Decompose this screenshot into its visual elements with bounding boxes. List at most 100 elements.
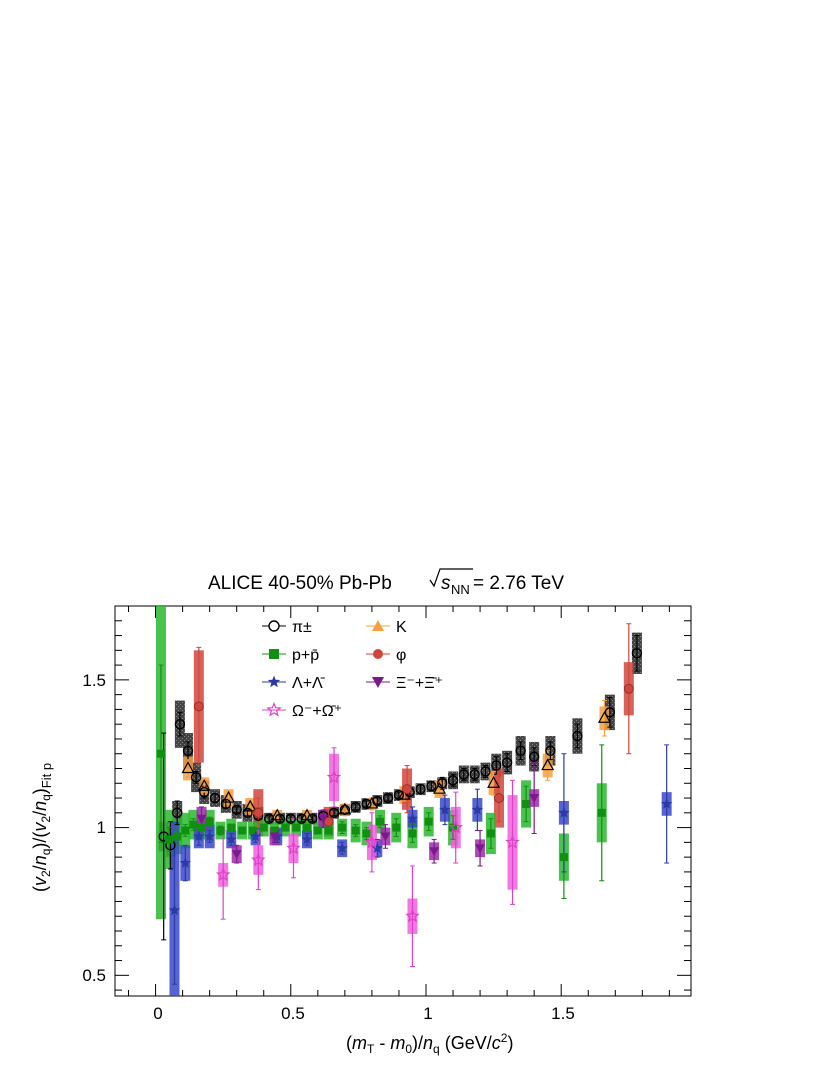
legend-label-phi: φ [396, 647, 406, 664]
marker-pi-26 [415, 783, 426, 795]
marker-k-9 [432, 781, 447, 794]
marker-p-26 [486, 829, 495, 838]
marker-p-29 [597, 808, 606, 817]
chart-title: ALICE 40-50% Pb-Pb [208, 573, 392, 594]
marker-k-2 [222, 790, 236, 803]
title-suffix: = 2.76 TeV [473, 573, 564, 594]
marker-pi-6 [199, 786, 210, 798]
marker-xi-7 [529, 794, 540, 804]
marker-pi-4 [182, 745, 194, 756]
marker-pi-3 [174, 718, 186, 730]
marker-p-17 [324, 826, 333, 835]
marker-lambda-8 [336, 842, 348, 854]
marker-k-6 [338, 802, 352, 815]
legend-entry-xi: Ξ⁻+Ξ̄⁺ [366, 675, 443, 692]
marker-p-6 [205, 817, 214, 826]
marker-k-10 [487, 776, 501, 788]
legend-entry-lambda: Λ+Λ̄ [262, 675, 326, 692]
marker-pi-30 [458, 769, 470, 780]
marker-pi-20 [350, 801, 361, 813]
marker-p-4 [189, 820, 198, 829]
marker-p-1 [165, 835, 174, 844]
legend-label-p: p+p̄ [292, 647, 319, 664]
x-tick-label-0: 0 [153, 1004, 162, 1023]
marker-pi-33 [491, 760, 502, 771]
y-tick-label-2: 1.5 [82, 671, 106, 690]
marker-p-9 [238, 826, 247, 835]
marker-k-3 [243, 799, 257, 812]
marker-p-7 [216, 826, 225, 835]
marker-p-10 [248, 826, 257, 835]
marker-pi-36 [528, 751, 540, 762]
marker-p-11 [259, 823, 268, 832]
marker-pi-16 [307, 813, 318, 824]
marker-pi-7 [209, 792, 221, 804]
marker-lambda-5 [249, 830, 262, 842]
marker-omega-2 [286, 840, 301, 855]
x-tick-label-2: 1 [423, 1004, 432, 1023]
marker-pi-18 [328, 807, 340, 819]
marker-lambda-0 [168, 904, 181, 916]
legend-label-k: K [396, 619, 407, 636]
marker-p-21 [376, 817, 385, 826]
marker-pi-32 [480, 766, 491, 777]
marker-pi-12 [263, 813, 275, 824]
marker-xi-3 [318, 814, 329, 824]
legend-label-omega: Ω⁻+Ω̄⁺ [292, 703, 342, 720]
legend-entry-k: K [366, 619, 407, 636]
marker-pi-35 [515, 745, 526, 756]
marker-p-0 [156, 749, 165, 758]
y-tick-label-1: 1 [97, 818, 106, 837]
marker-pi-38 [572, 730, 583, 742]
marker-k-7 [365, 796, 379, 809]
marker-pi-10 [242, 807, 253, 819]
marker-p-28 [559, 853, 568, 862]
marker-phi-1 [253, 807, 264, 818]
marker-p-22 [392, 823, 401, 832]
marker-k-11 [541, 758, 555, 771]
marker-pi-40 [631, 648, 643, 659]
marker-omega-5 [405, 908, 420, 923]
marker-omega-1 [251, 852, 266, 867]
x-tick-label-3: 1.5 [551, 1004, 575, 1023]
marker-p-19 [351, 826, 360, 835]
marker-xi-4 [380, 832, 391, 842]
legend-entry-p: p+p̄ [262, 647, 319, 664]
title-sub-nn: NN [451, 582, 470, 597]
marker-xi-2 [269, 832, 280, 842]
marker-pi-34 [501, 757, 513, 768]
marker-lambda-11 [439, 803, 451, 815]
marker-p-20 [362, 829, 371, 838]
marker-k-5 [300, 808, 314, 821]
marker-xi-5 [429, 847, 440, 857]
x-tick-label-1: 0.5 [281, 1004, 305, 1023]
marker-lambda-7 [301, 833, 313, 845]
plot-frame [114, 605, 692, 997]
marker-p-15 [303, 823, 311, 832]
marker-p-14 [292, 823, 301, 832]
title-sqrt-s: s [441, 573, 451, 594]
marker-p-2 [173, 832, 182, 841]
marker-pi-8 [220, 798, 232, 810]
marker-omega-3 [326, 769, 342, 784]
marker-pi-14 [285, 813, 296, 824]
marker-lambda-9 [371, 842, 383, 854]
marker-pi-23 [382, 792, 394, 804]
marker-phi-3 [402, 784, 412, 795]
marker-lambda-1 [179, 857, 191, 868]
legend-entry-phi: φ [366, 647, 406, 664]
marker-phi-0 [193, 701, 204, 712]
marker-p-27 [522, 799, 531, 808]
marker-phi-5 [623, 683, 634, 694]
legend-label-lambda: Λ+Λ̄ [292, 675, 326, 692]
marker-pi-5 [190, 772, 202, 783]
marker-pi-39 [604, 707, 616, 718]
axis-ticks [115, 606, 691, 996]
marker-p-18 [338, 823, 347, 832]
marker-omega-6 [448, 819, 463, 834]
marker-lambda-2 [193, 830, 205, 842]
marker-k-0 [181, 761, 195, 774]
marker-phi-4 [494, 793, 504, 803]
marker-lambda-10 [406, 812, 419, 824]
